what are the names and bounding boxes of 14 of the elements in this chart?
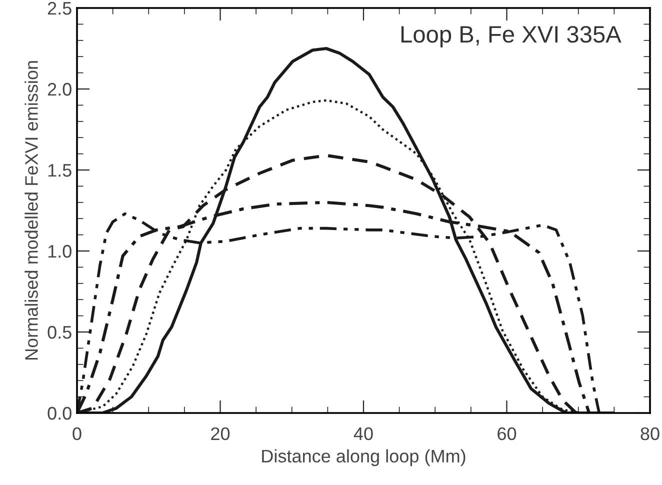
y-tick-label: 2.5 (48, 2, 72, 15)
y-tick-label: 0.0 (48, 406, 72, 420)
y-tick-label: 1.0 (48, 244, 72, 258)
x-tick-label: 20 (211, 427, 230, 440)
y-tick-label: 2.0 (48, 82, 72, 96)
x-tick-label: 60 (498, 427, 516, 440)
y-tick-label: 1.5 (48, 164, 72, 177)
x-tick-label: 40 (354, 427, 373, 440)
x-tick-label: 0 (72, 427, 82, 440)
x-axis-title: Distance along loop (Mm) (262, 449, 466, 466)
y-axis-title: Normalised modelled FeXVI emission (24, 61, 38, 360)
y-tick-label: 0.5 (48, 326, 72, 339)
annotation: Loop B, Fe XVI 335A (401, 26, 622, 48)
x-tick-label: 80 (640, 427, 660, 440)
